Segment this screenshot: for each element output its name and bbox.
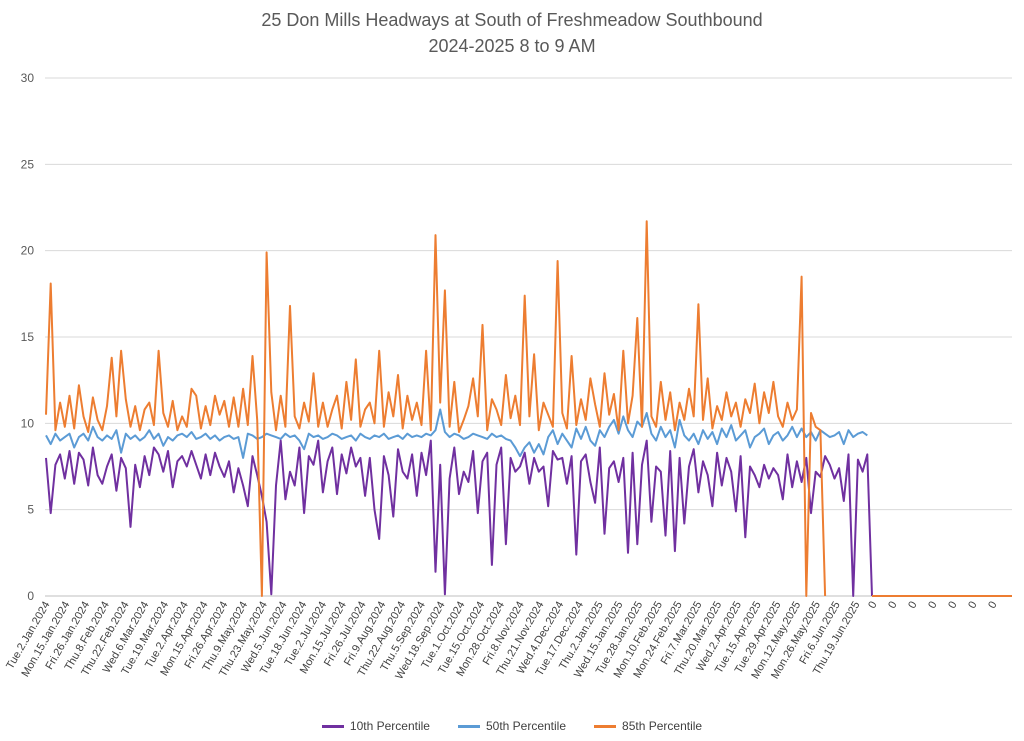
series-line-10th-percentile (45, 439, 873, 597)
y-tick-label: 30 (21, 71, 35, 85)
x-tick-label: 0 (986, 600, 999, 611)
y-tick-label: 0 (27, 589, 34, 603)
legend-label-10th: 10th Percentile (349, 719, 430, 733)
y-tick-label: 25 (21, 157, 35, 171)
chart-title: 25 Don Mills Headways at South of Freshm… (261, 10, 763, 30)
x-tick-label: 0 (946, 600, 959, 611)
legend-item-10th: 10th Percentile (321, 719, 430, 733)
y-tick-label: 15 (21, 330, 35, 344)
y-tick-label: 5 (27, 503, 34, 517)
legend-swatch-10th (321, 724, 344, 728)
legend-item-50th: 50th Percentile (457, 719, 567, 733)
x-tick-label: 0 (906, 600, 919, 611)
legend-swatch-50th (457, 724, 480, 728)
legend-swatch-85th (594, 724, 617, 728)
series-line-50th-percentile (45, 408, 868, 459)
series-line-85th-percentile (45, 220, 827, 597)
chart-subtitle: 2024-2025 8 to 9 AM (428, 36, 596, 56)
x-tick-label: 0 (866, 600, 879, 611)
y-tick-label: 10 (21, 416, 35, 430)
x-tick-label: 0 (966, 600, 979, 611)
x-tick-label: 0 (886, 600, 899, 611)
legend-label-50th: 50th Percentile (485, 719, 567, 733)
x-tick-label: 0 (926, 600, 939, 611)
legend: 10th Percentile 50th Percentile 85th Per… (0, 719, 1024, 733)
y-tick-label: 20 (21, 244, 35, 258)
legend-item-85th: 85th Percentile (594, 719, 702, 733)
legend-label-85th: 85th Percentile (622, 719, 703, 733)
